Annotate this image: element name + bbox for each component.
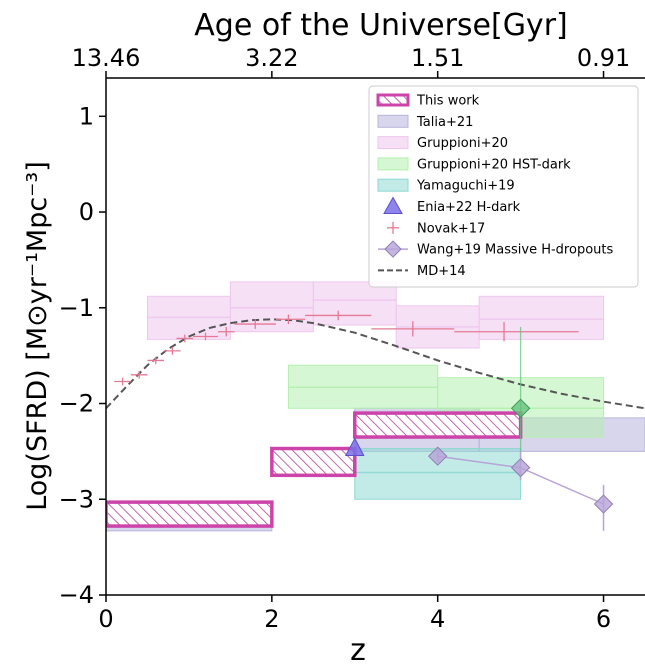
x-axis-label: z <box>350 633 366 664</box>
wang-diamond-2 <box>593 494 614 514</box>
legend-swatch-this-work <box>376 93 410 107</box>
legend-frame <box>368 85 639 288</box>
green-point-0 <box>510 398 531 419</box>
wang-diamond-0 <box>427 446 448 466</box>
y-tick-label-5: −4 <box>59 581 94 609</box>
top-tick-label-3: 0.91 <box>577 44 630 72</box>
box-gruppioni-20-2 <box>312 281 397 326</box>
legend-label-talia-21: Talia+21 <box>416 115 473 130</box>
legend-label-novak-17: Novak+17 <box>417 221 485 236</box>
box-layer <box>106 281 645 532</box>
y-tick-label-1: 0 <box>79 198 94 226</box>
legend-swatch-wang-19-massive-h-dropouts <box>384 240 402 258</box>
legend-label-this-work: This work <box>416 94 480 109</box>
y-tick-label-3: −2 <box>59 390 94 418</box>
legend-label-enia-22-h-dark: Enia+22 H-dark <box>417 200 521 215</box>
axes-layer: 0 2 4 6 1 0 −1 −2 −3 −4 13.46 3.22 1.51 0.91 <box>59 44 631 633</box>
this-work-box-1 <box>270 446 357 478</box>
marker-layer <box>106 310 614 531</box>
legend-label-md-14: MD+14 <box>417 264 466 279</box>
legend: This work Talia+21 Gruppioni+20 Gruppioni+2… <box>368 85 639 288</box>
legend-swatch-talia-21 <box>377 114 409 128</box>
x-tick-label-0: 0 <box>98 605 113 633</box>
legend-swatch-gruppioni-20 <box>377 136 409 150</box>
wang-diamond-1 <box>510 457 531 478</box>
top-tick-label-1: 3.22 <box>245 44 298 72</box>
top-axis-label: Age of the Universe[Gyr] <box>194 8 567 43</box>
legend-label-wang-19-massive-h-dropouts: Wang+19 Massive H-dropouts <box>417 243 613 258</box>
x-tick-label-1: 2 <box>264 605 279 633</box>
legend-swatch-gruppioni-20-hst-dark <box>377 157 409 171</box>
y-tick-label-4: −3 <box>59 485 94 513</box>
y-tick-label-2: −1 <box>59 294 94 322</box>
x-tick-label-2: 4 <box>430 605 445 633</box>
box-gruppioni-20-4 <box>478 295 605 340</box>
y-tick-label-0: 1 <box>79 102 94 130</box>
this-work-box-2 <box>353 411 523 439</box>
x-tick-label-3: 6 <box>596 605 611 633</box>
legend-label-yamaguchi-19: Yamaguchi+19 <box>416 179 515 194</box>
legend-swatch-enia-22-h-dark <box>383 196 403 214</box>
legend-swatch-yamaguchi-19 <box>377 178 409 192</box>
legend-label-gruppioni-20-hst-dark: Gruppioni+20 HST-dark <box>417 157 571 172</box>
enia-triangle-0 <box>344 437 365 457</box>
top-tick-label-0: 13.46 <box>72 44 141 72</box>
legend-label-gruppioni-20: Gruppioni+20 <box>417 136 508 151</box>
this-work-box-0 <box>106 500 274 528</box>
y-axis-label: Log(SFRD) [M⊙yr⁻¹Mpc⁻³] <box>22 161 53 511</box>
top-tick-label-2: 1.51 <box>411 44 464 72</box>
